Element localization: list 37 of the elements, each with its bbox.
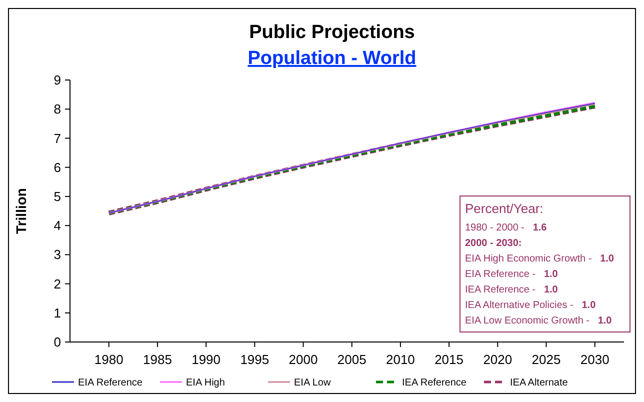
x-tick-label: 1985 [143, 352, 172, 367]
y-tick-label: 0 [54, 334, 61, 350]
annotation: EIA High Economic Growth - 1.0 [465, 254, 614, 264]
annotation: IEA Alternative Policies - 1.0 [465, 300, 596, 311]
x-tick-label: 2030 [580, 352, 610, 367]
legend-label: EIA Reference [78, 378, 143, 388]
annotation: IEA Reference - 1.0 [465, 284, 558, 296]
x-tick-label: 2025 [532, 352, 561, 367]
x-tick-label: 2010 [386, 352, 415, 367]
x-tick-label: 1995 [240, 352, 270, 367]
legend-label: EIA Low [294, 378, 332, 388]
y-tick-label: 8 [54, 102, 61, 117]
y-axis-title: Trillion [13, 188, 29, 234]
x-tick-label: 2015 [434, 352, 464, 367]
y-tick-label: 1 [54, 305, 61, 320]
y-tick-label: 3 [54, 247, 61, 262]
x-tick-label: 1990 [192, 352, 221, 367]
chart-subtitle: Population - World [248, 48, 416, 69]
y-tick-label: 5 [54, 188, 61, 204]
annotation: 2000 - 2030: [465, 238, 522, 249]
y-tick-label: 4 [54, 218, 61, 234]
x-tick-label: 2020 [483, 352, 512, 367]
x-tick-label: 2000 [288, 352, 318, 367]
y-tick-label: 7 [54, 130, 61, 146]
annotation: EIA Low Economic Growth - 1.0 [465, 316, 612, 326]
legend-label: EIA High [186, 378, 225, 388]
x-tick-label: 2005 [337, 352, 366, 367]
x-tick-label: 1980 [94, 352, 124, 367]
y-tick-label: 6 [54, 160, 61, 175]
chart-title: Public Projections [249, 22, 415, 43]
legend-label: IEA Alternate [510, 378, 568, 388]
annotation: Percent/Year: [465, 201, 544, 216]
annotation: EIA Reference - 1.0 [465, 269, 558, 280]
y-tick-label: 2 [54, 276, 61, 292]
legend-label: IEA Reference [402, 378, 467, 388]
annotation: 1980 - 2000 - 1.6 [465, 222, 548, 234]
y-tick-label: 9 [54, 72, 61, 88]
